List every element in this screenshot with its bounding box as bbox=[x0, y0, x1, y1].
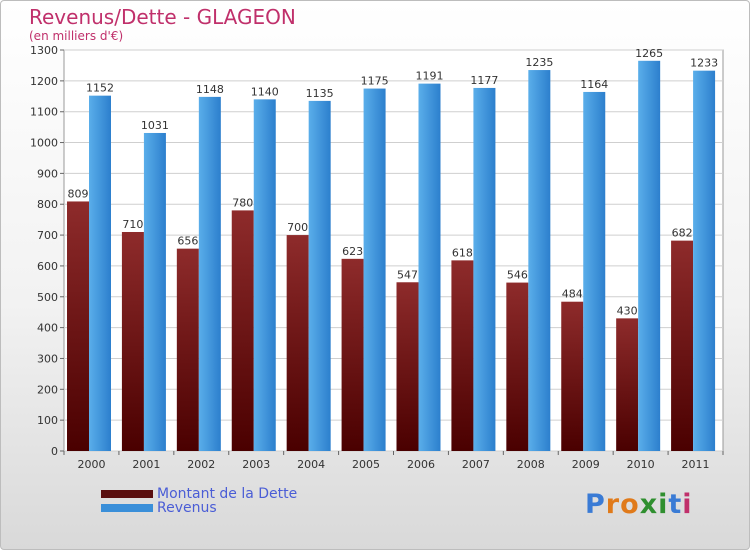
data-label-revenus: 1177 bbox=[470, 74, 498, 87]
y-tick-label: 600 bbox=[37, 260, 58, 273]
bar-revenus bbox=[693, 70, 716, 451]
data-label-dette: 700 bbox=[287, 221, 308, 234]
data-label-revenus: 1152 bbox=[86, 82, 114, 95]
legend-label-revenus: Revenus bbox=[157, 500, 217, 516]
chart-subtitle: (en milliers d'€) bbox=[29, 29, 124, 43]
data-label-dette: 618 bbox=[452, 246, 473, 259]
data-label-dette: 780 bbox=[232, 196, 253, 209]
x-tick-label: 2007 bbox=[462, 458, 490, 471]
y-tick-label: 800 bbox=[37, 198, 58, 211]
data-label-dette: 623 bbox=[342, 245, 363, 258]
x-tick-label: 2010 bbox=[627, 458, 655, 471]
y-tick-label: 1100 bbox=[30, 106, 58, 119]
data-label-revenus: 1148 bbox=[196, 83, 224, 96]
y-tick-label: 300 bbox=[37, 352, 58, 365]
legend: Montant de la Dette Revenus bbox=[101, 487, 297, 515]
bar-revenus bbox=[363, 88, 386, 452]
x-tick-label: 2001 bbox=[132, 458, 160, 471]
data-label-dette: 547 bbox=[397, 268, 418, 281]
plot-area bbox=[63, 49, 724, 452]
bar-revenus bbox=[143, 132, 166, 452]
data-label-dette: 430 bbox=[617, 304, 638, 317]
logo-letter: r bbox=[605, 489, 621, 520]
data-label-revenus: 1235 bbox=[525, 56, 553, 69]
legend-label-dette: Montant de la Dette bbox=[157, 486, 298, 502]
data-label-revenus: 1140 bbox=[251, 85, 279, 98]
data-label-dette: 484 bbox=[562, 288, 583, 301]
data-label-dette: 809 bbox=[68, 187, 89, 200]
legend-item-dette: Montant de la Dette bbox=[101, 487, 297, 501]
bar-dette bbox=[451, 260, 474, 451]
x-tick-label: 2008 bbox=[517, 458, 545, 471]
legend-swatch-dette bbox=[101, 490, 153, 498]
legend-item-revenus: Revenus bbox=[101, 501, 297, 515]
y-tick-label: 700 bbox=[37, 229, 58, 242]
y-tick-label: 1200 bbox=[30, 75, 58, 88]
y-tick-label: 500 bbox=[37, 291, 58, 304]
data-label-dette: 710 bbox=[122, 218, 143, 231]
x-tick-label: 2004 bbox=[297, 458, 325, 471]
y-tick-label: 900 bbox=[37, 167, 58, 180]
data-label-revenus: 1175 bbox=[361, 75, 389, 88]
data-label-dette: 546 bbox=[507, 269, 528, 282]
bar-dette bbox=[396, 282, 419, 451]
x-tick-label: 2009 bbox=[572, 458, 600, 471]
bar-dette bbox=[341, 258, 364, 451]
data-label-revenus: 1031 bbox=[141, 119, 169, 132]
bar-revenus bbox=[583, 91, 606, 451]
data-label-dette: 682 bbox=[672, 227, 693, 240]
logo-letter: t bbox=[668, 489, 683, 520]
bar-dette bbox=[176, 248, 199, 451]
x-tick-label: 2003 bbox=[242, 458, 270, 471]
chart-title: Revenus/Dette - GLAGEON bbox=[29, 5, 296, 29]
bar-revenus bbox=[638, 60, 661, 452]
bar-revenus bbox=[308, 100, 331, 452]
data-label-revenus: 1135 bbox=[306, 87, 334, 100]
x-tick-label: 2006 bbox=[407, 458, 435, 471]
bar-dette bbox=[561, 301, 584, 451]
bar-revenus bbox=[418, 83, 441, 451]
bar-revenus bbox=[89, 95, 111, 451]
y-tick-label: 400 bbox=[37, 322, 58, 335]
bar-dette bbox=[506, 282, 529, 451]
y-tick-label: 100 bbox=[37, 414, 58, 427]
bar-dette bbox=[616, 318, 639, 451]
data-label-revenus: 1265 bbox=[635, 47, 663, 60]
bar-dette bbox=[231, 210, 254, 451]
logo-letter: i bbox=[658, 489, 669, 520]
x-tick-label: 2005 bbox=[352, 458, 380, 471]
bar-revenus bbox=[198, 96, 221, 451]
logo-letter: o bbox=[620, 489, 640, 520]
x-tick-label: 2002 bbox=[187, 458, 215, 471]
y-tick-label: 1000 bbox=[30, 137, 58, 150]
y-tick-label: 0 bbox=[51, 445, 58, 458]
x-tick-label: 2000 bbox=[77, 458, 105, 471]
logo-letter: P bbox=[585, 489, 606, 520]
x-tick-label: 2011 bbox=[682, 458, 710, 471]
bar-revenus bbox=[473, 87, 496, 452]
logo-letter: x bbox=[639, 489, 659, 520]
bar-dette bbox=[67, 201, 89, 451]
data-label-dette: 656 bbox=[177, 235, 198, 248]
legend-swatch-revenus bbox=[101, 504, 153, 512]
bar-dette bbox=[671, 240, 694, 451]
bar-dette bbox=[286, 235, 309, 451]
y-tick-label: 1300 bbox=[30, 44, 58, 57]
bar-dette bbox=[121, 231, 144, 451]
proxiti-logo: Proxiti bbox=[585, 489, 693, 520]
bar-revenus bbox=[253, 99, 276, 451]
data-label-revenus: 1191 bbox=[416, 70, 444, 83]
data-label-revenus: 1233 bbox=[690, 57, 718, 70]
logo-letter: i bbox=[682, 489, 693, 520]
data-label-revenus: 1164 bbox=[580, 78, 608, 91]
bar-revenus bbox=[528, 70, 551, 452]
y-tick-label: 200 bbox=[37, 383, 58, 396]
